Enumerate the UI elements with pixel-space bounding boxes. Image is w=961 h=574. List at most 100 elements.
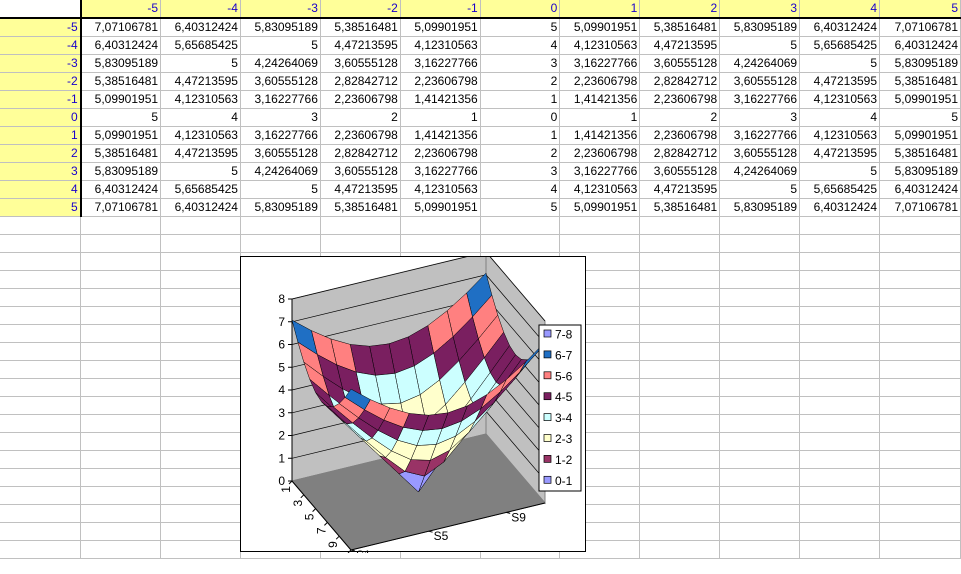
empty-cell[interactable] — [719, 360, 801, 379]
data-cell[interactable]: 3,16227766 — [400, 54, 481, 73]
empty-cell[interactable] — [0, 468, 82, 487]
data-cell[interactable]: 4 — [480, 180, 561, 199]
empty-cell[interactable] — [0, 414, 82, 433]
data-cell[interactable]: 7,07106781 — [80, 18, 162, 37]
empty-cell[interactable] — [879, 324, 961, 343]
empty-cell[interactable] — [879, 504, 961, 523]
data-cell[interactable]: 3,60555128 — [639, 162, 721, 181]
data-cell[interactable]: 5,09901951 — [400, 198, 481, 217]
empty-cell[interactable] — [879, 234, 961, 253]
empty-cell[interactable] — [799, 252, 881, 271]
empty-cell[interactable] — [639, 450, 721, 469]
data-cell[interactable]: 4 — [480, 36, 561, 55]
empty-cell[interactable] — [799, 522, 881, 541]
empty-cell[interactable] — [879, 396, 961, 415]
data-cell[interactable]: 2,23606798 — [639, 126, 721, 145]
data-cell[interactable]: 3,16227766 — [559, 162, 641, 181]
empty-cell[interactable] — [719, 270, 801, 289]
data-cell[interactable]: 5,09901951 — [80, 126, 162, 145]
empty-cell[interactable] — [240, 216, 321, 235]
data-cell[interactable]: 7,07106781 — [879, 18, 961, 37]
empty-cell[interactable] — [0, 270, 82, 289]
data-cell[interactable]: 5,83095189 — [879, 54, 961, 73]
data-cell[interactable]: 2,82842712 — [639, 144, 721, 163]
column-header-cell[interactable]: 0 — [480, 0, 561, 19]
empty-cell[interactable] — [80, 378, 162, 397]
data-cell[interactable]: 5 — [799, 162, 881, 181]
data-cell[interactable]: 1 — [559, 108, 641, 127]
data-cell[interactable]: 2,23606798 — [320, 90, 401, 109]
corner-cell[interactable] — [0, 0, 82, 19]
empty-cell[interactable] — [160, 432, 241, 451]
data-cell[interactable]: 5,38516481 — [320, 198, 401, 217]
empty-cell[interactable] — [879, 522, 961, 541]
empty-cell[interactable] — [0, 486, 82, 505]
row-header-cell[interactable]: 1 — [0, 126, 82, 145]
row-header-cell[interactable]: 2 — [0, 144, 82, 163]
column-header-cell[interactable]: 1 — [559, 0, 641, 19]
empty-cell[interactable] — [160, 306, 241, 325]
empty-cell[interactable] — [160, 378, 241, 397]
data-cell[interactable]: 2,82842712 — [320, 144, 401, 163]
empty-cell[interactable] — [480, 216, 561, 235]
data-cell[interactable]: 5 — [480, 18, 561, 37]
data-cell[interactable]: 5,83095189 — [879, 162, 961, 181]
empty-cell[interactable] — [0, 234, 82, 253]
data-cell[interactable]: 5,38516481 — [320, 18, 401, 37]
row-header-cell[interactable]: 5 — [0, 198, 82, 217]
empty-cell[interactable] — [0, 432, 82, 451]
data-cell[interactable]: 5,65685425 — [799, 180, 881, 199]
empty-cell[interactable] — [719, 324, 801, 343]
empty-cell[interactable] — [639, 360, 721, 379]
data-cell[interactable]: 4,12310563 — [160, 126, 241, 145]
data-cell[interactable]: 5,65685425 — [799, 36, 881, 55]
empty-cell[interactable] — [879, 360, 961, 379]
empty-cell[interactable] — [320, 234, 401, 253]
data-cell[interactable]: 4,47213595 — [799, 72, 881, 91]
data-cell[interactable]: 5 — [240, 36, 321, 55]
data-cell[interactable]: 3,60555128 — [639, 54, 721, 73]
empty-cell[interactable] — [719, 396, 801, 415]
empty-cell[interactable] — [0, 288, 82, 307]
row-header-cell[interactable]: -4 — [0, 36, 82, 55]
data-cell[interactable]: 4,24264069 — [240, 162, 321, 181]
empty-cell[interactable] — [719, 468, 801, 487]
empty-cell[interactable] — [639, 252, 721, 271]
empty-cell[interactable] — [639, 522, 721, 541]
data-cell[interactable]: 2,23606798 — [639, 90, 721, 109]
data-cell[interactable]: 3,16227766 — [400, 162, 481, 181]
empty-cell[interactable] — [799, 378, 881, 397]
empty-cell[interactable] — [80, 450, 162, 469]
empty-cell[interactable] — [639, 270, 721, 289]
empty-cell[interactable] — [879, 486, 961, 505]
empty-cell[interactable] — [799, 432, 881, 451]
data-cell[interactable]: 5 — [160, 162, 241, 181]
empty-cell[interactable] — [160, 270, 241, 289]
empty-cell[interactable] — [719, 252, 801, 271]
empty-cell[interactable] — [0, 396, 82, 415]
data-cell[interactable]: 2,23606798 — [559, 144, 641, 163]
empty-cell[interactable] — [0, 450, 82, 469]
empty-cell[interactable] — [639, 342, 721, 361]
data-cell[interactable]: 3,60555128 — [240, 144, 321, 163]
row-header-cell[interactable]: 3 — [0, 162, 82, 181]
empty-cell[interactable] — [80, 432, 162, 451]
empty-cell[interactable] — [639, 540, 721, 559]
data-cell[interactable]: 4 — [799, 108, 881, 127]
empty-cell[interactable] — [80, 288, 162, 307]
data-cell[interactable]: 5 — [719, 36, 801, 55]
surface-chart[interactable]: 0123456781357911S1S5S97-86-75-64-53-42-3… — [240, 256, 586, 553]
data-cell[interactable]: 5,83095189 — [80, 162, 162, 181]
data-cell[interactable]: 3 — [719, 108, 801, 127]
data-cell[interactable]: 5,09901951 — [559, 198, 641, 217]
empty-cell[interactable] — [160, 342, 241, 361]
data-cell[interactable]: 4,24264069 — [240, 54, 321, 73]
data-cell[interactable]: 1,41421356 — [559, 126, 641, 145]
empty-cell[interactable] — [799, 504, 881, 523]
empty-cell[interactable] — [0, 504, 82, 523]
data-cell[interactable]: 4,24264069 — [719, 54, 801, 73]
empty-cell[interactable] — [879, 306, 961, 325]
column-header-cell[interactable]: -5 — [80, 0, 162, 19]
empty-cell[interactable] — [480, 234, 561, 253]
empty-cell[interactable] — [80, 270, 162, 289]
